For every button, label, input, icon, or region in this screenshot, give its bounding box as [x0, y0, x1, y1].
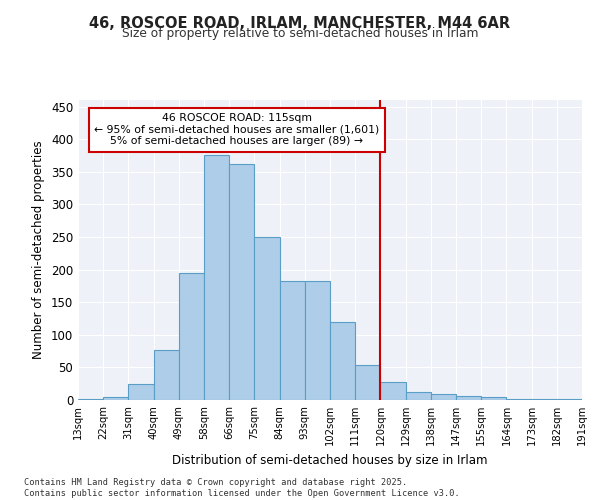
Bar	[103, 396, 128, 400]
Bar	[229, 164, 254, 400]
X-axis label: Distribution of semi-detached houses by size in Irlam: Distribution of semi-detached houses by …	[172, 454, 488, 466]
Bar	[128, 384, 154, 400]
Bar	[204, 156, 229, 400]
Text: 46 ROSCOE ROAD: 115sqm
← 95% of semi-detached houses are smaller (1,601)
5% of s: 46 ROSCOE ROAD: 115sqm ← 95% of semi-det…	[94, 113, 379, 146]
Bar	[380, 382, 406, 400]
Bar	[431, 394, 456, 400]
Bar	[78, 398, 103, 400]
Bar	[355, 365, 380, 400]
Bar	[154, 350, 179, 400]
Bar	[481, 396, 506, 400]
Bar	[254, 237, 280, 400]
Bar	[179, 273, 204, 400]
Text: Contains HM Land Registry data © Crown copyright and database right 2025.
Contai: Contains HM Land Registry data © Crown c…	[24, 478, 460, 498]
Y-axis label: Number of semi-detached properties: Number of semi-detached properties	[32, 140, 46, 360]
Text: 46, ROSCOE ROAD, IRLAM, MANCHESTER, M44 6AR: 46, ROSCOE ROAD, IRLAM, MANCHESTER, M44 …	[89, 16, 511, 31]
Bar	[406, 392, 431, 400]
Bar	[456, 396, 481, 400]
Bar	[280, 282, 305, 400]
Bar	[506, 398, 532, 400]
Bar	[330, 322, 355, 400]
Text: Size of property relative to semi-detached houses in Irlam: Size of property relative to semi-detach…	[122, 26, 478, 40]
Bar	[305, 282, 330, 400]
